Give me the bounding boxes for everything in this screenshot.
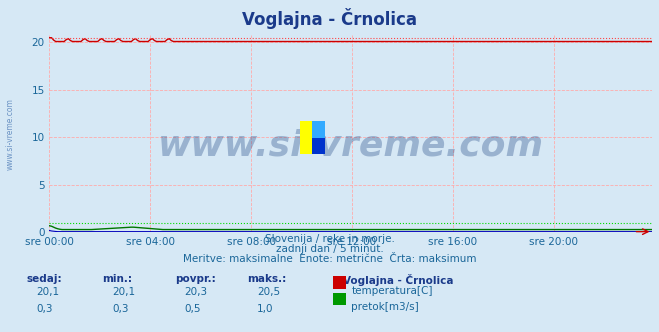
Text: www.si-vreme.com: www.si-vreme.com (158, 128, 544, 162)
Text: 0,3: 0,3 (36, 304, 53, 314)
Text: 20,5: 20,5 (257, 287, 280, 297)
Text: sedaj:: sedaj: (26, 274, 62, 284)
Bar (300, 138, 312, 154)
Text: pretok[m3/s]: pretok[m3/s] (351, 302, 419, 312)
Text: Slovenija / reke in morje.: Slovenija / reke in morje. (264, 234, 395, 244)
Text: Meritve: maksimalne  Enote: metrične  Črta: maksimum: Meritve: maksimalne Enote: metrične Črta… (183, 254, 476, 264)
Text: 0,3: 0,3 (112, 304, 129, 314)
Text: Voglajna - Črnolica: Voglajna - Črnolica (343, 274, 453, 286)
Text: maks.:: maks.: (247, 274, 287, 284)
Text: 0,5: 0,5 (185, 304, 201, 314)
Text: www.si-vreme.com: www.si-vreme.com (6, 98, 14, 170)
Text: 1,0: 1,0 (257, 304, 273, 314)
Text: temperatura[C]: temperatura[C] (351, 286, 433, 295)
Text: min.:: min.: (102, 274, 132, 284)
Bar (312, 121, 325, 138)
Text: 20,1: 20,1 (112, 287, 135, 297)
Text: Voglajna - Črnolica: Voglajna - Črnolica (242, 8, 417, 29)
Text: zadnji dan / 5 minut.: zadnji dan / 5 minut. (275, 244, 384, 254)
Bar (300, 121, 312, 138)
Text: povpr.:: povpr.: (175, 274, 215, 284)
Text: 20,1: 20,1 (36, 287, 59, 297)
Text: 20,3: 20,3 (185, 287, 208, 297)
Bar (312, 138, 325, 154)
